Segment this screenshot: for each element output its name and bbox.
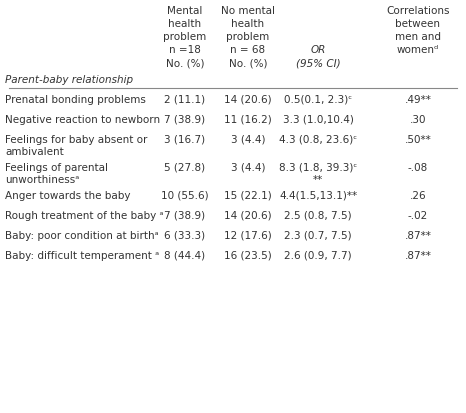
- Text: .30: .30: [410, 115, 426, 125]
- Text: -.08: -.08: [408, 163, 428, 173]
- Text: between: between: [396, 19, 440, 29]
- Text: Feelings of parental: Feelings of parental: [5, 163, 108, 173]
- Text: ambivalent: ambivalent: [5, 147, 64, 157]
- Text: -.02: -.02: [408, 211, 428, 221]
- Text: .87**: .87**: [404, 230, 432, 240]
- Text: problem: problem: [164, 32, 206, 42]
- Text: (95% CI): (95% CI): [296, 58, 340, 68]
- Text: .50**: .50**: [404, 135, 432, 145]
- Text: Mental: Mental: [167, 6, 203, 16]
- Text: men and: men and: [395, 32, 441, 42]
- Text: 2 (11.1): 2 (11.1): [164, 95, 206, 105]
- Text: unworthinessᵃ: unworthinessᵃ: [5, 175, 79, 185]
- Text: **: **: [313, 175, 323, 185]
- Text: No. (%): No. (%): [229, 58, 267, 68]
- Text: 2.6 (0.9, 7.7): 2.6 (0.9, 7.7): [284, 250, 352, 260]
- Text: n = 68: n = 68: [231, 45, 266, 55]
- Text: 2.3 (0.7, 7.5): 2.3 (0.7, 7.5): [284, 230, 352, 240]
- Text: 4.3 (0.8, 23.6)ᶜ: 4.3 (0.8, 23.6)ᶜ: [279, 135, 357, 145]
- Text: OR: OR: [310, 45, 326, 55]
- Text: 6 (33.3): 6 (33.3): [164, 230, 206, 240]
- Text: No mental: No mental: [221, 6, 275, 16]
- Text: 2.5 (0.8, 7.5): 2.5 (0.8, 7.5): [284, 211, 352, 221]
- Text: n =18: n =18: [169, 45, 201, 55]
- Text: No. (%): No. (%): [166, 58, 204, 68]
- Text: womenᵈ: womenᵈ: [397, 45, 439, 55]
- Text: health: health: [168, 19, 202, 29]
- Text: health: health: [232, 19, 265, 29]
- Text: Correlations: Correlations: [386, 6, 450, 16]
- Text: 0.5(0.1, 2.3)ᶜ: 0.5(0.1, 2.3)ᶜ: [284, 95, 352, 105]
- Text: Negative reaction to newborn: Negative reaction to newborn: [5, 115, 160, 125]
- Text: Rough treatment of the baby ᵃ: Rough treatment of the baby ᵃ: [5, 211, 164, 221]
- Text: 3 (4.4): 3 (4.4): [231, 135, 265, 145]
- Text: 5 (27.8): 5 (27.8): [164, 163, 206, 173]
- Text: .87**: .87**: [404, 250, 432, 260]
- Text: Prenatal bonding problems: Prenatal bonding problems: [5, 95, 146, 105]
- Text: Anger towards the baby: Anger towards the baby: [5, 190, 130, 201]
- Text: 7 (38.9): 7 (38.9): [164, 115, 206, 125]
- Text: 11 (16.2): 11 (16.2): [224, 115, 272, 125]
- Text: 14 (20.6): 14 (20.6): [224, 95, 272, 105]
- Text: 4.4(1.5,13.1)**: 4.4(1.5,13.1)**: [279, 190, 357, 201]
- Text: Parent-baby relationship: Parent-baby relationship: [5, 75, 133, 85]
- Text: 8.3 (1.8, 39.3)ᶜ: 8.3 (1.8, 39.3)ᶜ: [279, 163, 357, 173]
- Text: 12 (17.6): 12 (17.6): [224, 230, 272, 240]
- Text: 14 (20.6): 14 (20.6): [224, 211, 272, 221]
- Text: .49**: .49**: [404, 95, 432, 105]
- Text: 15 (22.1): 15 (22.1): [224, 190, 272, 201]
- Text: 3 (16.7): 3 (16.7): [164, 135, 206, 145]
- Text: 16 (23.5): 16 (23.5): [224, 250, 272, 260]
- Text: .26: .26: [410, 190, 426, 201]
- Text: 7 (38.9): 7 (38.9): [164, 211, 206, 221]
- Text: problem: problem: [226, 32, 270, 42]
- Text: 8 (44.4): 8 (44.4): [164, 250, 206, 260]
- Text: 10 (55.6): 10 (55.6): [161, 190, 209, 201]
- Text: Baby: poor condition at birthᵃ: Baby: poor condition at birthᵃ: [5, 230, 158, 240]
- Text: 3 (4.4): 3 (4.4): [231, 163, 265, 173]
- Text: Feelings for baby absent or: Feelings for baby absent or: [5, 135, 147, 145]
- Text: 3.3 (1.0,10.4): 3.3 (1.0,10.4): [282, 115, 353, 125]
- Text: Baby: difficult temperament ᵃ: Baby: difficult temperament ᵃ: [5, 250, 159, 260]
